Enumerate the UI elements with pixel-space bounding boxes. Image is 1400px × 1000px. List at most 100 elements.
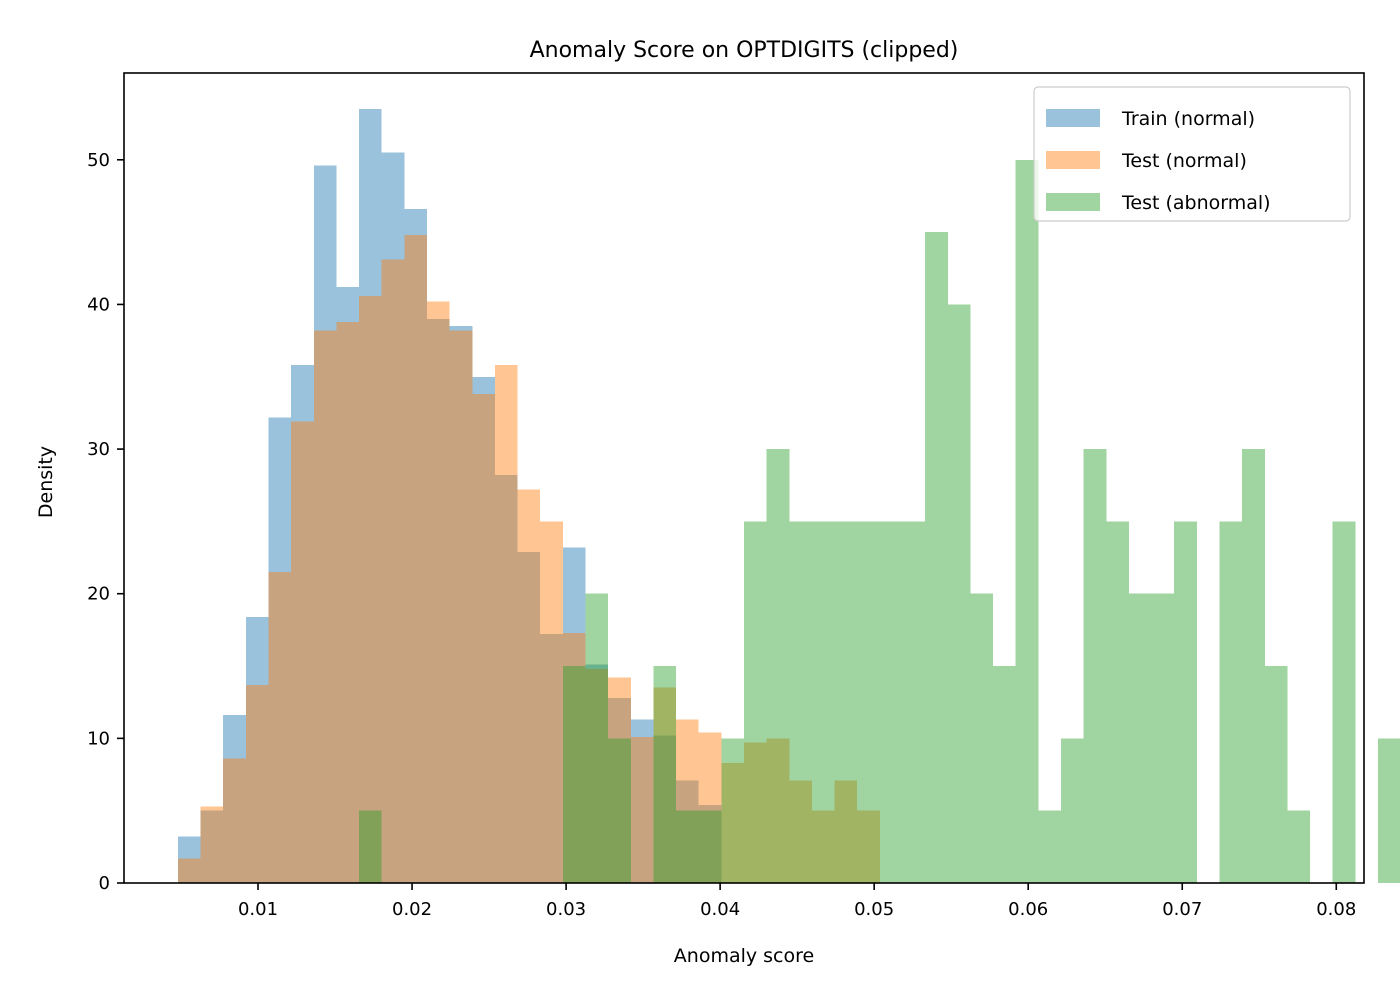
histogram-bar	[1219, 521, 1243, 883]
histogram-bar	[879, 521, 903, 883]
series-1	[177, 109, 722, 884]
histogram-bar	[200, 810, 224, 883]
histogram-bar	[676, 810, 699, 883]
histogram-bar	[359, 810, 382, 883]
plot-frame	[123, 72, 1365, 884]
axes-layer: 0.01 0.02 0.03 0.04 0.05 0.06 0.07 0.08 0 10 20 30 4…	[87, 72, 1365, 920]
histogram-bar	[1128, 593, 1152, 883]
histogram-bar	[517, 551, 541, 883]
histogram-bar	[291, 421, 314, 883]
legend: Train (normal) Test (normal) Test (abnorma…	[1033, 86, 1351, 222]
histogram-bar	[857, 810, 880, 883]
histogram-bar	[472, 394, 495, 883]
histogram-bar	[291, 365, 314, 883]
histogram-bar	[608, 738, 631, 883]
histogram-bar	[744, 521, 767, 883]
histogram-bar	[313, 330, 337, 883]
histogram-bar	[359, 295, 382, 883]
x-tick-label: 0.01	[238, 899, 278, 920]
histogram-bar	[1038, 810, 1062, 883]
legend-swatch	[1046, 109, 1100, 127]
histogram-bar	[449, 326, 473, 883]
histogram-bar	[245, 684, 269, 883]
histogram-bar	[1242, 449, 1265, 883]
y-tick-label: 20	[87, 584, 110, 605]
histogram-bar	[223, 758, 246, 883]
histogram-bar	[811, 810, 835, 883]
histogram-bar	[177, 858, 201, 883]
histogram-bar	[585, 664, 609, 883]
histogram-bar	[653, 666, 677, 883]
y-tick-label: 50	[87, 150, 110, 171]
x-tick-label: 0.07	[1162, 899, 1202, 920]
y-tick-label: 0	[99, 873, 110, 894]
histogram-bar	[1083, 449, 1107, 883]
histogram-bar	[245, 616, 269, 883]
histogram-bar	[404, 208, 427, 883]
histogram-bar	[426, 318, 450, 884]
histogram-bar	[517, 489, 541, 883]
histogram-bar	[834, 521, 858, 883]
histogram-bar	[494, 475, 518, 883]
histogram-bar	[608, 697, 631, 883]
series-3	[359, 159, 1400, 884]
histogram-bar	[1174, 521, 1197, 883]
bars-layer	[177, 109, 1400, 884]
y-tick-label: 40	[87, 294, 110, 315]
histogram-bar	[676, 780, 699, 883]
x-tick-label: 0.08	[1316, 899, 1356, 920]
histogram-bar	[1264, 666, 1288, 883]
histogram-bar	[653, 687, 677, 883]
x-tick-label: 0.02	[392, 899, 432, 920]
histogram-bar	[381, 259, 405, 883]
histogram-bar	[721, 762, 744, 883]
histogram-bar	[925, 232, 948, 883]
histogram-bar	[562, 547, 586, 883]
histogram-bar	[1151, 593, 1175, 883]
histogram-bar	[336, 287, 360, 884]
x-axis-label: Anomaly score	[674, 945, 814, 967]
histogram-bar	[1332, 521, 1356, 883]
histogram-bar	[404, 235, 427, 883]
legend-box	[1033, 86, 1351, 222]
y-axis-label: Density	[35, 446, 57, 518]
histogram-bar	[1378, 738, 1400, 883]
histogram-bar	[789, 521, 812, 883]
histogram-bar	[766, 738, 790, 883]
histogram-bar	[902, 521, 926, 883]
histogram-bar	[381, 152, 405, 883]
x-tick-label: 0.06	[1008, 899, 1048, 920]
legend-swatch	[1046, 151, 1100, 169]
histogram-bar	[585, 668, 609, 883]
histogram-bar	[857, 521, 880, 883]
legend-label: Train (normal)	[1121, 108, 1255, 130]
histogram-bar	[993, 666, 1016, 883]
legend-swatch	[1046, 193, 1100, 211]
histogram-bar	[1287, 810, 1311, 883]
y-tick-label: 10	[87, 728, 110, 749]
histogram-bar	[970, 593, 994, 883]
histogram-bar	[789, 780, 812, 883]
histogram-bar	[472, 376, 495, 883]
histogram-bar	[766, 449, 790, 883]
histogram-bar	[585, 593, 609, 883]
histogram-bar	[313, 165, 337, 884]
histogram-bar	[698, 732, 722, 883]
histogram-bar	[268, 572, 292, 883]
histogram-bar	[540, 521, 563, 883]
histogram-bar	[336, 321, 360, 883]
histogram-bar	[653, 735, 677, 883]
histogram-bar	[359, 109, 382, 884]
histogram-bar	[676, 719, 699, 883]
histogram-bar	[834, 780, 858, 883]
histogram-bar	[562, 666, 586, 883]
histogram-bar	[698, 810, 722, 883]
histogram-bar	[1015, 159, 1039, 884]
histogram-bar	[947, 304, 971, 883]
histogram-bar	[449, 330, 473, 883]
histogram-bar	[177, 836, 201, 883]
histogram-bar	[811, 521, 835, 883]
x-tick-label: 0.04	[700, 899, 740, 920]
histogram-bar	[268, 417, 292, 883]
